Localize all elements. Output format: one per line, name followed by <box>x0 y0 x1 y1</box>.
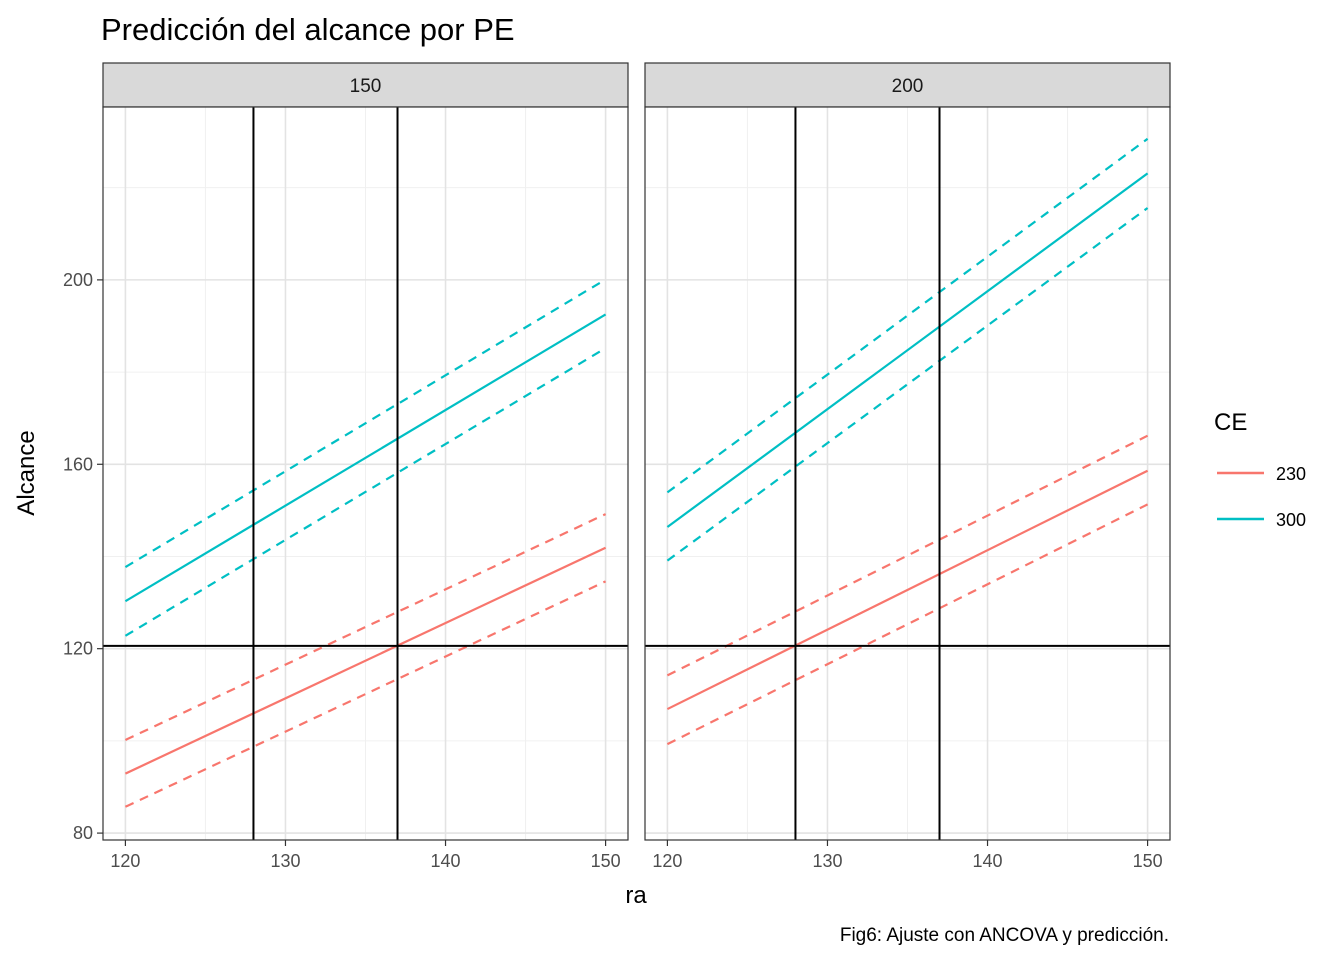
x-tick-label: 130 <box>270 851 300 871</box>
y-tick-label: 120 <box>63 639 93 659</box>
x-tick-label: 140 <box>431 851 461 871</box>
x-tick-label: 150 <box>591 851 621 871</box>
panel-150: 150 120 130 140 150 80 120 160 200 <box>63 62 629 871</box>
series-line-300-fit <box>666 172 1149 528</box>
legend-label-230: 230 <box>1276 464 1306 484</box>
strip-label: 150 <box>350 76 382 97</box>
legend-label-300: 300 <box>1276 510 1306 530</box>
x-tick-label: 120 <box>652 851 682 871</box>
panel-border <box>102 106 629 841</box>
strip-label: 200 <box>892 76 924 97</box>
y-tick-label: 200 <box>63 270 93 290</box>
legend-entries: 230 300 <box>1217 464 1306 530</box>
panel-200: 200 120 130 140 150 <box>644 62 1171 871</box>
x-tick-label: 140 <box>973 851 1003 871</box>
series-line-230-fit <box>124 546 607 775</box>
series-line-230-lower <box>124 580 607 808</box>
x-axis-title: ra <box>625 882 647 909</box>
x-tick-label: 150 <box>1133 851 1163 871</box>
series-line-300-lower <box>124 347 607 637</box>
series-line-300-fit <box>124 313 607 603</box>
y-tick-label: 160 <box>63 454 93 474</box>
legend-title: CE <box>1214 409 1247 436</box>
strip-background <box>102 62 629 108</box>
panel-border <box>644 106 1171 841</box>
x-tick-label: 130 <box>812 851 842 871</box>
series-line-230-fit <box>666 469 1149 711</box>
chart-title: Predicción del alcance por PE <box>101 12 515 47</box>
series-line-300-upper <box>124 278 607 569</box>
y-tick-label: 80 <box>73 823 93 843</box>
series-line-300-lower <box>666 207 1149 562</box>
series-line-230-upper <box>124 513 607 741</box>
y-axis-title: Alcance <box>13 430 40 515</box>
x-tick-label: 120 <box>110 851 140 871</box>
series-line-300-upper <box>666 137 1149 494</box>
strip-background <box>644 62 1171 108</box>
caption: Fig6: Ajuste con ANCOVA y predicción. <box>840 925 1169 946</box>
legend: CE 230 300 <box>1214 409 1306 530</box>
